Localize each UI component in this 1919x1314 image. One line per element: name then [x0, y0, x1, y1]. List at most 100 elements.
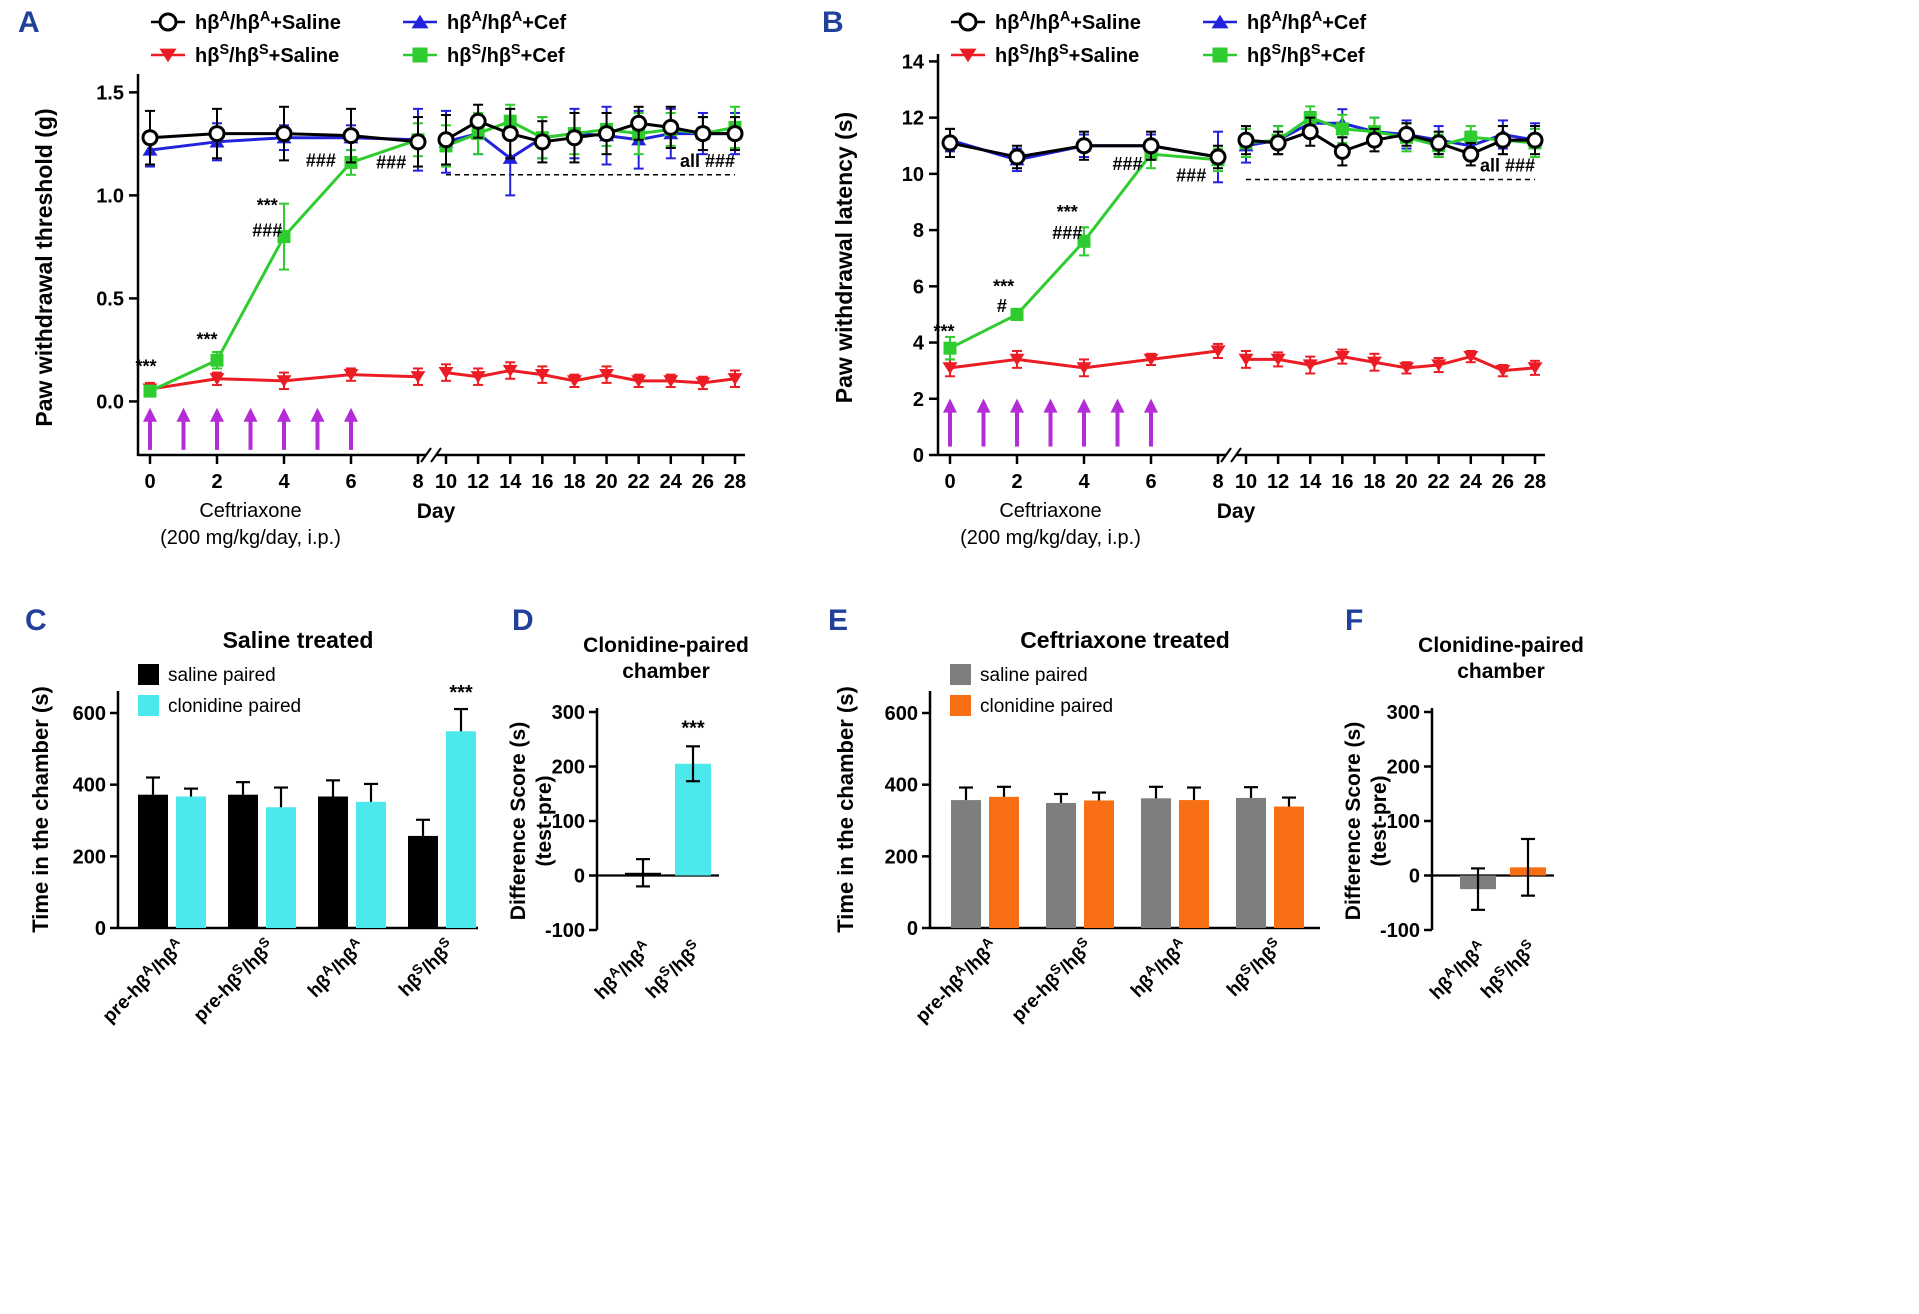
annotation: ### [1113, 154, 1143, 174]
marker-triangle-down [599, 369, 615, 382]
marker-square [412, 47, 428, 63]
y-tick-label: 100 [552, 811, 585, 833]
arrow-up-icon [176, 407, 191, 422]
significance: *** [681, 717, 705, 739]
marker-circle [1301, 123, 1319, 141]
x-category-label: hβA/hβA [302, 934, 370, 1002]
panel-c-bar-chart: 0 200 400 600 Saline treated Time in the cham… [28, 627, 478, 1027]
injection-arrows [943, 398, 1158, 447]
marker-triangle-down [1527, 362, 1543, 375]
marker-circle [469, 112, 487, 130]
y-tick-label: 400 [885, 775, 918, 797]
bars [625, 745, 711, 888]
axis-break [1220, 447, 1232, 463]
annotation: *** [993, 276, 1014, 296]
marker-circle [1237, 131, 1255, 149]
marker-square [143, 384, 157, 398]
series-line [1245, 115, 1536, 148]
marker-circle [158, 12, 178, 32]
x-tick-label: 2 [211, 471, 222, 493]
axis-break [420, 447, 432, 463]
arrow-up-icon [310, 407, 325, 422]
arrow-up-icon [976, 398, 991, 413]
y-tick-label: 1.5 [96, 82, 124, 104]
marker-circle [275, 125, 293, 143]
marker-triangle-down [959, 48, 977, 63]
panel-label-c: C [25, 604, 47, 637]
x-category-label: hβA/hβA [1424, 936, 1492, 1004]
y-tick-label: 600 [885, 703, 918, 725]
marker-triangle-down [1076, 362, 1092, 375]
y-tick-label: 12 [902, 108, 924, 130]
treatment-label-line1: Ceftriaxone [999, 500, 1101, 522]
marker-circle [1142, 137, 1160, 155]
x-tick-label: 18 [1363, 471, 1385, 493]
bar [951, 800, 981, 928]
arrow-up-icon [277, 407, 291, 422]
x-tick-label: 28 [1524, 471, 1546, 493]
bar [228, 794, 258, 928]
treatment-label-line2: (200 mg/kg/day, i.p.) [160, 527, 341, 549]
legend-label: hβS/hβS+Saline [995, 42, 1139, 67]
arrow-up-icon [943, 398, 957, 413]
arrow-up-icon [1110, 398, 1125, 413]
bar [989, 796, 1019, 928]
panel-label-a: A [18, 6, 40, 39]
annotation-all: all ### [680, 151, 735, 171]
marker-triangle-up [1211, 14, 1229, 29]
marker-triangle-down [942, 362, 958, 375]
y-tick-label: 0 [1409, 866, 1420, 888]
annotation: ### [252, 220, 282, 240]
marker-triangle-down [1238, 353, 1254, 366]
marker-triangle-down [209, 373, 225, 386]
axis-break [1230, 447, 1242, 463]
x-tick-label: 20 [595, 471, 617, 493]
bars [951, 785, 1304, 928]
arrow-up-icon [243, 407, 258, 422]
x-tick-label: 20 [1395, 471, 1417, 493]
x-tick-label: 26 [692, 471, 714, 493]
marker-triangle-down [1495, 365, 1511, 378]
x-tick-label: 6 [345, 471, 356, 493]
panel-e-bar-chart: 0 200 400 600 Ceftriaxone treated Time in the… [833, 627, 1320, 1027]
marker-circle [1462, 145, 1480, 163]
x-tick-label: 24 [1460, 471, 1483, 493]
x-axis-title: Day [1217, 500, 1256, 523]
x-tick-label: 14 [1299, 471, 1322, 493]
y-tick-label: 100 [1387, 811, 1420, 833]
arrow-up-icon [143, 407, 157, 422]
marker-circle [726, 125, 744, 143]
panel-title-line2: chamber [622, 660, 710, 683]
marker-triangle-down [1270, 353, 1286, 366]
y-axis-title-line2: (test-pre) [1368, 775, 1391, 866]
x-tick-label: 10 [435, 471, 457, 493]
bar [1141, 798, 1171, 928]
marker-triangle-down [470, 371, 486, 384]
y-tick-label: 0 [574, 866, 585, 888]
x-category-label: hβA/hβA [1125, 934, 1193, 1002]
marker-circle [1008, 148, 1026, 166]
marker-triangle-down [343, 369, 359, 382]
x-tick-label: 14 [499, 471, 522, 493]
marker-square [1212, 47, 1228, 63]
y-tick-label: 14 [902, 51, 925, 73]
bar [1236, 797, 1266, 928]
marker-circle [1269, 134, 1287, 152]
x-tick-label: 26 [1492, 471, 1514, 493]
treatment-label-line2: (200 mg/kg/day, i.p.) [960, 527, 1141, 549]
x-tick-label: 22 [628, 471, 650, 493]
marker-circle [342, 127, 360, 145]
axis-break [430, 447, 442, 463]
annotation: ### [306, 150, 336, 170]
marker-square [210, 353, 224, 367]
panel-label-f: F [1345, 604, 1364, 637]
x-category-label: pre-hβS/hβS [1005, 934, 1097, 1026]
panel-title-line1: Clonidine-paired [583, 634, 749, 657]
series-black [141, 103, 744, 168]
panel-f-bar-chart: -100 0 100 200 300 Clonidine-paired chamber Dif… [1342, 634, 1584, 1004]
series-green [143, 103, 742, 398]
marker-square [1077, 234, 1091, 248]
legend: saline paired clonidine paired [138, 664, 301, 717]
x-category-label: hβA/hβA [589, 936, 657, 1004]
